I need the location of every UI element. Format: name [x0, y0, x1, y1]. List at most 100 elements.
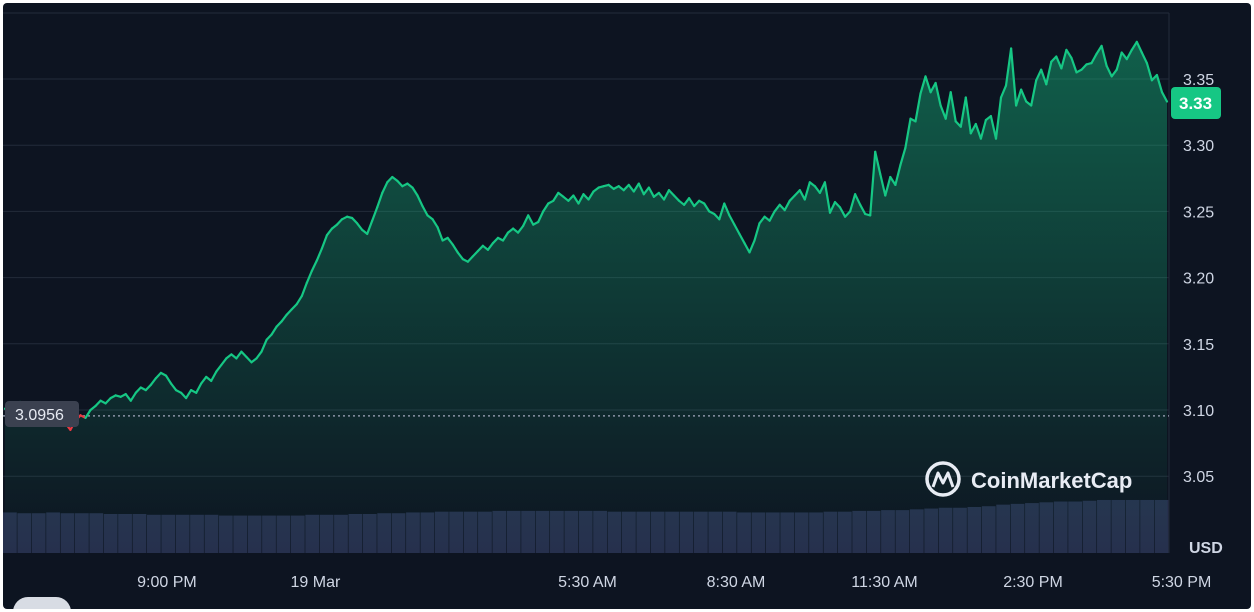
price-segment [451, 243, 459, 254]
price-segment [637, 182, 645, 196]
price-segment [169, 382, 178, 392]
price-segment [310, 259, 318, 273]
price-segment [1019, 88, 1028, 103]
price-segment [144, 383, 152, 392]
price-segment [1140, 51, 1149, 65]
corner-control-pill[interactable] [13, 597, 71, 609]
price-segment [642, 186, 651, 196]
price-segment [1030, 79, 1038, 107]
x-tick-label: 8:30 AM [707, 574, 766, 591]
price-segment [180, 391, 188, 400]
price-segment [914, 92, 922, 123]
price-segment [325, 227, 334, 237]
price-segment [859, 203, 867, 216]
price-segment [869, 150, 877, 217]
price-area-fill [5, 41, 1167, 554]
price-segment [904, 117, 912, 149]
current-price-text: 3.33 [1179, 94, 1212, 113]
price-segment [185, 389, 193, 400]
price-segment [265, 333, 273, 341]
price-segment [84, 408, 92, 419]
price-segment [235, 350, 243, 360]
price-segment [164, 374, 173, 385]
price-segment [743, 242, 751, 254]
price-segment [280, 313, 288, 323]
price-segment [632, 182, 640, 193]
price-segment [587, 190, 595, 201]
price-segment [471, 250, 479, 258]
price-segment [436, 226, 444, 242]
price-segment [964, 96, 972, 135]
price-segment [456, 251, 464, 261]
price-segment [582, 193, 590, 201]
price-segment [270, 325, 278, 336]
price-segment [622, 183, 630, 192]
price-segment [521, 214, 530, 228]
price-segment [366, 219, 374, 235]
price-segment [838, 206, 847, 218]
price-segment [1009, 47, 1018, 107]
price-segment [778, 203, 786, 212]
y-tick-label: 3.30 [1183, 138, 1214, 155]
price-segment [124, 393, 132, 402]
price-segment [421, 205, 429, 217]
y-tick-label: 3.35 [1183, 72, 1214, 89]
price-segment [527, 214, 535, 226]
price-segment [803, 181, 811, 201]
price-segment [577, 193, 585, 205]
price-segment [758, 215, 766, 225]
price-segment [853, 193, 862, 206]
y-tick-label: 3.15 [1183, 337, 1214, 354]
currency-unit-label: USD [1189, 540, 1223, 557]
price-segment [1110, 68, 1118, 78]
price-segment [1090, 52, 1098, 65]
price-segment [693, 199, 701, 208]
price-segment [1120, 51, 1128, 61]
price-segment [1155, 73, 1164, 94]
price-segment [320, 234, 328, 250]
watermark-text: CoinMarketCap [971, 468, 1132, 493]
price-segment [1080, 63, 1088, 71]
x-tick-label: 2:30 PM [1003, 574, 1063, 591]
price-segment [833, 201, 842, 209]
y-tick-label: 3.05 [1183, 469, 1214, 486]
price-segment [491, 236, 500, 245]
price-segment [572, 194, 580, 205]
price-segment [879, 173, 887, 197]
price-segment [969, 122, 977, 135]
price-segment [245, 355, 253, 364]
price-segment [1035, 68, 1043, 82]
price-segment [1125, 48, 1133, 61]
price-segment [924, 75, 932, 94]
price-segment [753, 222, 761, 242]
x-axis: 9:00 PM 19 Mar 5:30 AM 8:30 AM 11:30 AM 2:30 … [137, 574, 1211, 591]
price-segment [959, 96, 967, 128]
price-segment [411, 186, 419, 197]
price-segment [738, 232, 746, 245]
price-segment [154, 371, 162, 380]
price-segment [723, 202, 731, 217]
price-chart[interactable]: 3.05 3.10 3.15 3.20 3.25 3.30 3.35 9:00 PM 19 M… [3, 3, 1251, 609]
price-segment [989, 114, 998, 140]
price-segment [773, 203, 781, 213]
price-segment [552, 191, 560, 202]
price-segment [687, 197, 696, 208]
logo-wave-icon [931, 471, 955, 488]
price-segment [1014, 88, 1023, 107]
price-segment [848, 193, 857, 213]
price-segment [894, 164, 902, 186]
price-segment [1060, 48, 1068, 70]
price-segment [260, 338, 268, 353]
price-segment [793, 189, 801, 197]
price-segment [919, 75, 927, 95]
price-segment [667, 189, 676, 197]
price-segment [1004, 47, 1013, 87]
price-segment [466, 255, 474, 263]
price-segment [1105, 64, 1113, 78]
price-segment [476, 244, 484, 253]
price-segment [104, 397, 112, 405]
price-segment [396, 179, 404, 188]
price-segment [295, 295, 303, 306]
price-segment [200, 375, 208, 385]
price-segment [335, 218, 344, 226]
